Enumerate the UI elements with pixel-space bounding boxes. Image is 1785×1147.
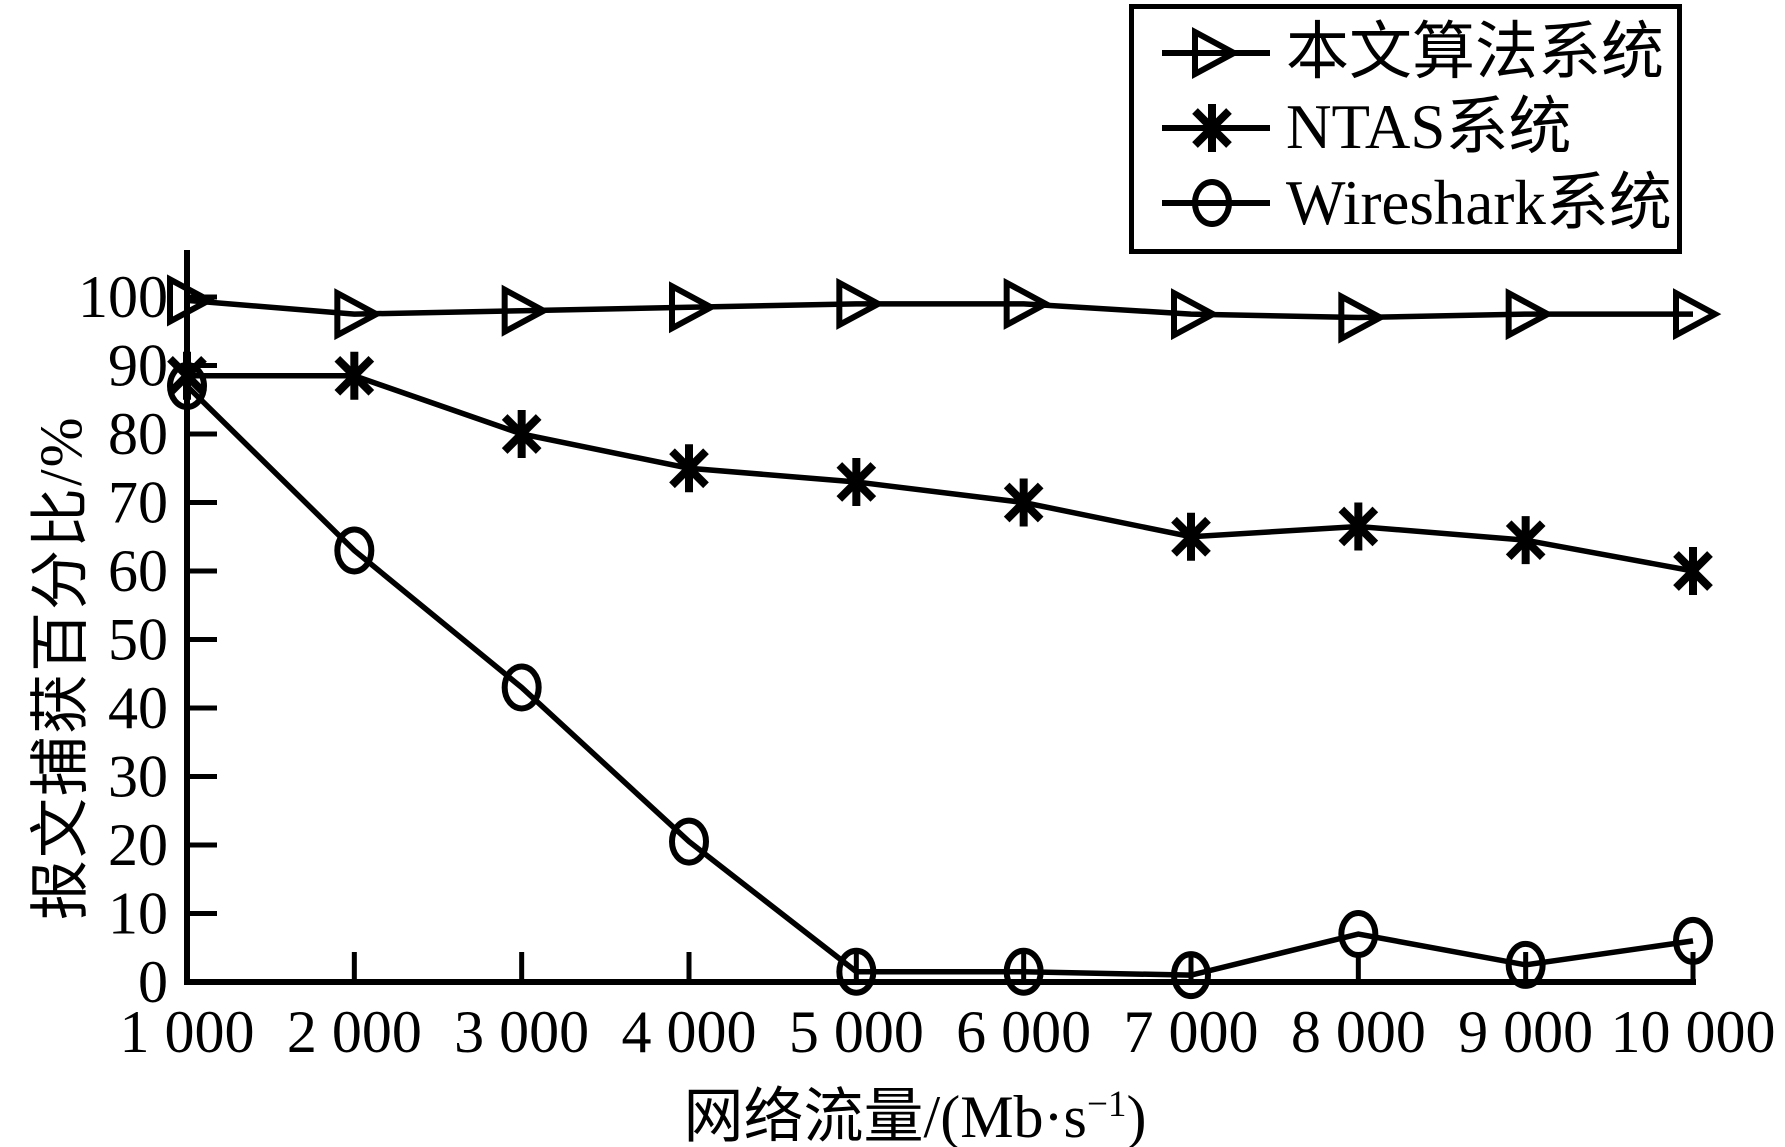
axis-frame [184, 250, 1696, 985]
y-tick-label: 60 [108, 538, 168, 604]
legend-marker-triangle-icon [1162, 26, 1270, 79]
marker-circle-icon [1192, 179, 1232, 228]
legend-marker-circle-icon [1162, 179, 1270, 228]
marker-circle-icon [836, 947, 877, 996]
marker-asterisk-icon [501, 410, 542, 458]
y-tick-label: 80 [108, 401, 168, 467]
marker-circle-icon [501, 663, 542, 712]
marker-triangle-right-icon [167, 274, 216, 327]
legend-item-algorithm: 本文算法系统 [1160, 20, 1677, 86]
x-tick-label: 4 000 [622, 999, 757, 1065]
series-line-2 [185, 384, 1694, 978]
marker-circle-icon [1003, 947, 1044, 996]
x-tick-label: 10 000 [1611, 999, 1776, 1065]
legend-label-algorithm: 本文算法系统 [1286, 17, 1664, 88]
marker-asterisk-icon [836, 457, 877, 506]
marker-triangle-right-icon [1673, 288, 1722, 341]
x-tick-label: 3 000 [454, 999, 589, 1065]
legend-marker-asterisk-icon [1162, 103, 1270, 152]
x-tick-label: 6 000 [956, 999, 1091, 1065]
marker-asterisk-icon [1192, 103, 1232, 152]
marker-triangle-right-icon [836, 277, 885, 330]
x-tick-label: 1 000 [120, 999, 255, 1065]
y-axis-title: 报文捕获百分比/% [28, 415, 94, 920]
marker-asterisk-icon [1505, 516, 1546, 565]
marker-triangle-right-icon [1003, 277, 1052, 330]
series-line-1 [187, 373, 1694, 574]
marker-triangle-right-icon [1192, 26, 1241, 79]
y-tick-label: 0 [138, 949, 168, 1015]
y-tick-label: 40 [108, 675, 168, 741]
y-tick-label: 30 [108, 744, 168, 810]
marker-triangle-right-icon [1338, 291, 1387, 344]
marker-triangle-right-icon [669, 281, 718, 334]
marker-asterisk-icon [1171, 512, 1211, 561]
x-axis-title: 网络流量/(Mb·s−1) [684, 1068, 1147, 1147]
x-tick-label: 2 000 [287, 999, 422, 1065]
marker-circle-icon [1673, 916, 1713, 965]
x-tick-label: 8 000 [1291, 999, 1426, 1065]
marker-asterisk-icon [167, 351, 207, 400]
marker-triangle-right-icon [1171, 288, 1220, 341]
x-tick-label: 9 000 [1458, 999, 1593, 1065]
marker-asterisk-icon [334, 351, 375, 400]
marker-circle-icon [1338, 910, 1379, 959]
y-tick-label: 100 [78, 264, 168, 330]
x-tick-label: 5 000 [789, 999, 924, 1065]
marker-circle-icon [1505, 940, 1546, 989]
y-tick-label: 90 [108, 333, 168, 399]
marker-triangle-right-icon [1505, 288, 1554, 341]
marker-circle-icon [669, 817, 709, 866]
marker-circle-icon [167, 362, 207, 411]
legend-label-ntas: NTAS系统 [1286, 92, 1572, 163]
y-tick-label: 50 [108, 607, 168, 673]
x-axis-title-superscript: −1 [1086, 1084, 1127, 1125]
y-tick-label: 10 [108, 881, 168, 947]
legend-item-ntas: NTAS系统 [1160, 95, 1677, 161]
y-tick-label: 70 [108, 470, 168, 536]
marker-asterisk-icon [1003, 478, 1044, 527]
marker-triangle-right-icon [501, 284, 550, 337]
x-axis-title-base: 网络流量/(Mb·s [683, 1084, 1087, 1147]
marker-circle-icon [334, 526, 375, 575]
marker-triangle-right-icon [334, 288, 383, 341]
marker-circle-icon [1171, 951, 1211, 1000]
x-tick-label: 7 000 [1124, 999, 1259, 1065]
y-tick-label: 20 [108, 812, 168, 878]
marker-asterisk-icon [1338, 502, 1379, 551]
legend-item-wireshark: Wireshark系统 [1160, 170, 1677, 236]
marker-asterisk-icon [1673, 547, 1713, 595]
legend: 本文算法系统 NTAS系统 Wireshark系统 [1129, 4, 1682, 254]
legend-label-wireshark: Wireshark系统 [1286, 167, 1672, 238]
x-axis-title-close: ) [1126, 1084, 1147, 1147]
marker-asterisk-icon [669, 444, 709, 493]
series-line-0 [186, 297, 1693, 321]
